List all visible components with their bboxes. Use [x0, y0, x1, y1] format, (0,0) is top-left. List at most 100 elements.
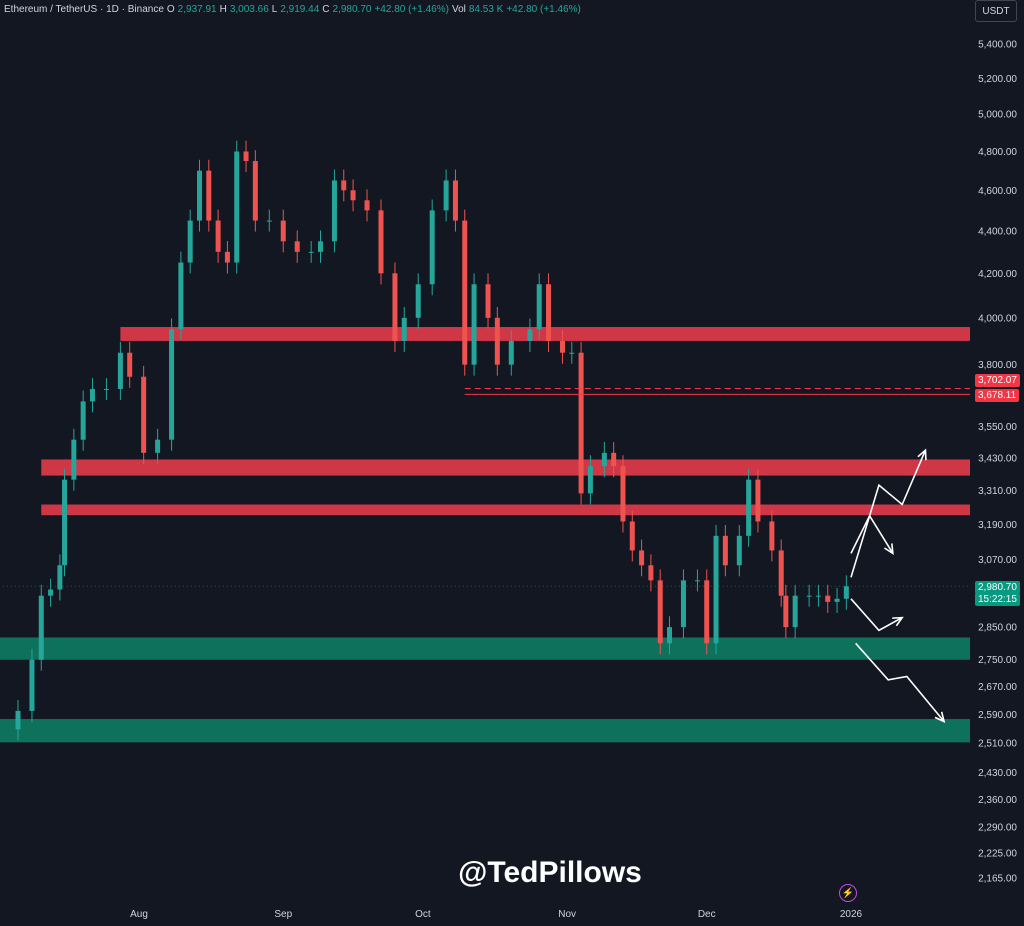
candle — [341, 169, 347, 202]
candle — [601, 441, 607, 478]
last-price-tag: 2,980.70 — [975, 581, 1020, 594]
candle — [620, 455, 626, 533]
x-axis: Aug Sep Oct Nov Dec 2026 — [130, 909, 862, 920]
candle — [169, 318, 175, 451]
candle-body — [350, 190, 356, 201]
candle-body — [471, 284, 477, 365]
candle-body — [755, 479, 761, 522]
candle — [783, 584, 789, 639]
candle-body — [169, 329, 175, 440]
candle — [392, 262, 398, 352]
candle — [611, 441, 617, 478]
candle-body — [815, 595, 821, 597]
candle-body — [331, 180, 337, 242]
low-value: 2,919.44 — [280, 4, 320, 15]
chart-header: Ethereum / TetherUS · 1D · Binance O 2,93… — [4, 4, 581, 15]
candle — [736, 524, 742, 577]
candle-body — [569, 352, 575, 354]
candle-body — [834, 598, 840, 602]
candle-body — [713, 535, 719, 644]
candle-body — [667, 627, 673, 644]
lightning-icon[interactable]: ⚡ — [839, 884, 857, 902]
candle — [364, 189, 370, 222]
candle-body — [648, 565, 654, 581]
currency-button[interactable]: USDT — [975, 0, 1017, 22]
candle-body — [364, 200, 370, 211]
candle — [713, 524, 719, 655]
candle-body — [680, 580, 686, 628]
candle — [117, 341, 123, 400]
candle — [569, 341, 575, 364]
candle-body — [536, 284, 542, 330]
candle-body — [657, 580, 663, 644]
candle-body — [117, 352, 123, 389]
y-tick-label: 4,000.00 — [978, 313, 1017, 324]
candle-body — [639, 550, 645, 566]
high-label: H — [219, 4, 227, 15]
rejection-arrow-head — [884, 543, 894, 555]
y-tick-label: 3,190.00 — [978, 520, 1017, 531]
candle-body — [155, 439, 161, 453]
candle-body — [527, 329, 533, 341]
bounce-arrow-head — [892, 616, 904, 627]
candle-body — [620, 466, 626, 522]
candle — [629, 510, 635, 562]
candle-body — [843, 586, 849, 599]
candle-body — [494, 317, 500, 365]
bearish-arrow-head — [934, 711, 946, 723]
candle-body — [89, 388, 95, 402]
candle-body — [401, 317, 407, 341]
countdown-tag: 15:22:15 — [975, 593, 1020, 606]
y-tick-label: 2,590.00 — [978, 710, 1017, 721]
candle — [429, 199, 435, 296]
candle-body — [48, 589, 54, 596]
candle — [508, 330, 514, 376]
close-value: 2,980.70 — [332, 4, 372, 15]
y-tick-label: 2,360.00 — [978, 795, 1017, 806]
candle-body — [378, 210, 384, 274]
candle — [667, 616, 673, 655]
candle — [755, 468, 761, 533]
candle — [62, 468, 68, 577]
candle — [317, 230, 323, 263]
candle — [806, 584, 812, 607]
y-tick-label: 3,430.00 — [978, 454, 1017, 465]
candle-body — [778, 550, 784, 596]
y-tick-label: 2,290.00 — [978, 822, 1017, 833]
candle — [792, 584, 798, 639]
candle-body — [415, 284, 421, 318]
candle — [587, 455, 593, 505]
symbol-title: Ethereum / TetherUS · 1D · Binance — [4, 4, 164, 15]
candle — [224, 240, 230, 274]
candle-body — [392, 273, 398, 341]
candle — [308, 240, 314, 263]
x-tick-label: 2026 — [840, 909, 863, 920]
candle-body — [769, 521, 775, 551]
candle — [280, 209, 286, 253]
candle — [527, 318, 533, 352]
candle-body — [29, 659, 35, 711]
candle — [657, 569, 663, 655]
y-tick-label: 5,400.00 — [978, 40, 1017, 51]
candle — [89, 378, 95, 413]
y-tick-label: 2,225.00 — [978, 849, 1017, 860]
candle-body — [206, 170, 212, 221]
candle-body — [429, 210, 435, 285]
x-tick-label: Sep — [274, 909, 292, 920]
y-tick-label: 3,800.00 — [978, 360, 1017, 371]
resistance-zone-2 — [41, 459, 970, 476]
candle — [252, 150, 258, 232]
candle — [331, 169, 337, 253]
candle — [234, 140, 240, 274]
candle — [494, 306, 500, 376]
candle-body — [178, 262, 184, 330]
candle — [215, 209, 221, 263]
candle — [127, 341, 133, 388]
candle-body — [224, 251, 230, 263]
candle — [350, 179, 356, 212]
candle-body — [280, 220, 286, 242]
candle — [578, 341, 584, 505]
candle-body — [266, 220, 272, 222]
candle-body — [57, 565, 63, 590]
